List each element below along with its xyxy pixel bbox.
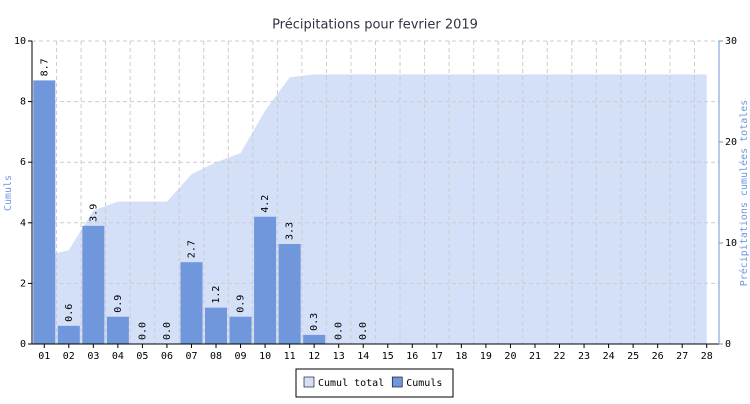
value-label: 0.3 bbox=[309, 313, 320, 331]
bar bbox=[57, 325, 80, 344]
x-tick-label: 24 bbox=[603, 351, 615, 362]
legend-label: Cumul total bbox=[318, 378, 384, 389]
x-tick-label: 10 bbox=[259, 351, 271, 362]
y-tick-label: 8 bbox=[20, 97, 26, 108]
value-label: 0.9 bbox=[236, 295, 247, 313]
x-tick-label: 03 bbox=[87, 351, 99, 362]
x-tick-label: 25 bbox=[627, 351, 639, 362]
value-label: 1.2 bbox=[211, 286, 222, 304]
bar bbox=[33, 80, 56, 344]
value-label: 0.0 bbox=[334, 322, 345, 340]
y-tick-label: 4 bbox=[20, 218, 26, 229]
legend-swatch bbox=[303, 376, 315, 388]
value-label: 2.7 bbox=[186, 240, 197, 258]
x-tick-label: 07 bbox=[185, 351, 197, 362]
y2-tick-label: 20 bbox=[725, 137, 737, 148]
bar bbox=[180, 262, 203, 344]
value-label: 8.7 bbox=[39, 58, 50, 76]
x-tick-label: 13 bbox=[333, 351, 345, 362]
value-label: 0.0 bbox=[162, 322, 173, 340]
x-tick-label: 16 bbox=[406, 351, 418, 362]
y2-tick-label: 10 bbox=[725, 238, 737, 249]
x-tick-label: 02 bbox=[63, 351, 75, 362]
y-tick-label: 0 bbox=[20, 339, 26, 350]
bar bbox=[229, 316, 252, 344]
y-axis-label: Cumuls bbox=[3, 175, 14, 211]
x-tick-label: 04 bbox=[112, 351, 124, 362]
x-tick-label: 21 bbox=[529, 351, 541, 362]
x-tick-label: 12 bbox=[308, 351, 320, 362]
value-label: 0.9 bbox=[113, 295, 124, 313]
legend-label: Cumuls bbox=[406, 378, 442, 389]
x-tick-label: 23 bbox=[578, 351, 590, 362]
x-tick-label: 18 bbox=[455, 351, 467, 362]
x-tick-label: 20 bbox=[504, 351, 516, 362]
legend-swatch bbox=[391, 376, 403, 388]
x-tick-label: 17 bbox=[431, 351, 443, 362]
y-tick-label: 10 bbox=[14, 36, 26, 47]
x-tick-label: 09 bbox=[235, 351, 247, 362]
x-tick-label: 06 bbox=[161, 351, 173, 362]
value-label: 3.9 bbox=[88, 204, 99, 222]
x-tick-label: 11 bbox=[284, 351, 296, 362]
x-tick-label: 01 bbox=[38, 351, 50, 362]
y2-axis-label: Précipitations cumulées totales bbox=[738, 100, 750, 287]
y-tick-label: 6 bbox=[20, 157, 26, 168]
x-tick-label: 08 bbox=[210, 351, 222, 362]
y2-tick-label: 30 bbox=[725, 36, 737, 47]
x-tick-label: 14 bbox=[357, 351, 369, 362]
bar bbox=[82, 225, 105, 344]
value-label: 0.0 bbox=[137, 322, 148, 340]
bar bbox=[254, 216, 277, 344]
x-tick-label: 26 bbox=[652, 351, 664, 362]
bar bbox=[106, 316, 129, 344]
x-tick-label: 05 bbox=[136, 351, 148, 362]
x-tick-label: 27 bbox=[676, 351, 688, 362]
x-tick-label: 22 bbox=[553, 351, 565, 362]
value-label: 4.2 bbox=[260, 195, 271, 213]
bar bbox=[278, 244, 301, 344]
y2-tick-label: 0 bbox=[725, 339, 731, 350]
y-tick-label: 2 bbox=[20, 278, 26, 289]
value-label: 0.6 bbox=[64, 304, 75, 322]
value-label: 3.3 bbox=[285, 222, 296, 240]
x-tick-label: 19 bbox=[480, 351, 492, 362]
x-tick-label: 15 bbox=[382, 351, 394, 362]
bar bbox=[205, 307, 228, 344]
chart-title: Précipitations pour fevrier 2019 bbox=[272, 18, 478, 33]
value-label: 0.0 bbox=[358, 322, 369, 340]
x-tick-label: 28 bbox=[701, 351, 713, 362]
legend-box bbox=[295, 368, 454, 398]
bar bbox=[303, 334, 326, 344]
